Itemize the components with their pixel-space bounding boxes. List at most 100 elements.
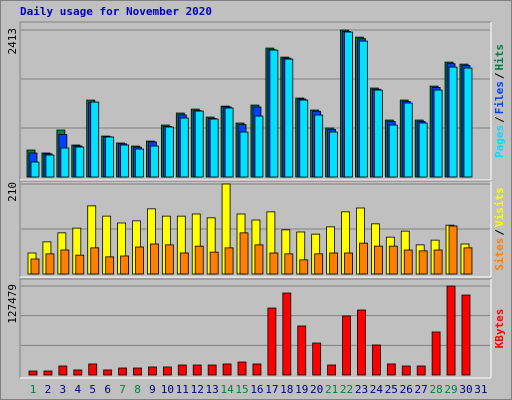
bar	[118, 367, 127, 376]
bar	[314, 114, 324, 178]
legend-entry: Sites	[493, 238, 506, 271]
bar	[269, 252, 279, 275]
bar	[45, 154, 55, 178]
legend: KBytes	[493, 309, 506, 349]
bar	[150, 145, 159, 178]
bar	[224, 107, 234, 178]
bar	[461, 294, 471, 376]
bar	[359, 40, 368, 178]
bar	[192, 364, 202, 376]
bar	[60, 249, 70, 275]
y-tick-label: 127479	[6, 284, 19, 324]
bar	[88, 363, 98, 376]
x-tick-label: 11	[176, 383, 189, 396]
x-tick-label: 2	[45, 383, 52, 396]
bar	[75, 254, 85, 275]
bar	[103, 369, 113, 376]
bar	[388, 124, 398, 178]
bar	[120, 255, 129, 275]
bar	[371, 344, 381, 376]
bar	[403, 102, 413, 178]
bar	[418, 250, 428, 275]
legend-entry: Visits	[493, 187, 506, 227]
bar	[224, 247, 234, 275]
bar	[73, 369, 83, 376]
x-tick-label: 26	[400, 383, 413, 396]
x-tick-label: 1	[30, 383, 37, 396]
bar	[329, 252, 339, 275]
bar	[386, 363, 396, 376]
bar	[433, 249, 443, 275]
x-tick-label: 31	[474, 383, 487, 396]
legend-entry: Hits	[493, 44, 506, 71]
bar	[90, 247, 100, 275]
bar	[267, 307, 277, 376]
bar	[401, 365, 411, 376]
bar	[344, 31, 353, 178]
bar	[284, 58, 294, 178]
bar	[463, 67, 473, 178]
bar	[164, 126, 174, 178]
bar	[403, 249, 413, 275]
bar	[446, 285, 456, 376]
bar	[357, 309, 366, 376]
bar	[329, 131, 339, 178]
bar	[344, 252, 353, 275]
bar	[269, 49, 279, 178]
bar	[327, 364, 337, 376]
bar	[312, 342, 322, 376]
x-tick-label: 8	[134, 383, 141, 396]
x-tick-label: 22	[340, 383, 353, 396]
x-tick-label: 17	[265, 383, 278, 396]
legend-entry: Files	[493, 81, 506, 114]
x-tick-label: 3	[60, 383, 67, 396]
bar	[133, 367, 142, 376]
bar	[373, 245, 383, 275]
bar	[179, 252, 189, 275]
bar	[416, 365, 426, 376]
bar	[359, 242, 368, 275]
chart-title: Daily usage for November 2020	[20, 5, 212, 18]
x-tick-label: 4	[74, 383, 81, 396]
bar	[314, 253, 324, 275]
bar	[282, 292, 292, 376]
x-tick-label: 23	[355, 383, 368, 396]
bar	[30, 258, 40, 275]
bar	[299, 99, 309, 178]
x-tick-label: 18	[280, 383, 293, 396]
bar	[431, 331, 441, 376]
bar	[148, 366, 157, 376]
bar	[373, 89, 383, 178]
legend: Sites / Visits	[493, 187, 506, 271]
bar	[135, 148, 144, 178]
x-tick-label: 30	[459, 383, 472, 396]
x-tick-label: 12	[191, 383, 204, 396]
bar	[463, 247, 473, 275]
x-tick-label: 16	[250, 383, 263, 396]
bar	[194, 245, 204, 275]
y-tick-label: 2413	[6, 28, 19, 55]
bar	[58, 365, 68, 376]
x-tick-label: 24	[370, 383, 384, 396]
bar	[90, 101, 100, 178]
y-tick-label: 210	[6, 182, 19, 202]
x-tick-label: 9	[149, 383, 156, 396]
bar	[418, 122, 428, 178]
bar	[222, 363, 232, 376]
bar	[150, 243, 159, 275]
bar	[207, 364, 217, 376]
x-tick-label: 21	[325, 383, 338, 396]
bar	[237, 361, 247, 376]
bar	[239, 131, 249, 178]
x-tick-label: 6	[104, 383, 111, 396]
x-tick-label: 15	[235, 383, 248, 396]
bar	[209, 251, 219, 275]
bar	[342, 315, 351, 376]
legend-entry: Pages	[493, 125, 506, 158]
bar	[45, 253, 55, 275]
legend: Pages/Files/Hits	[493, 44, 506, 158]
bar	[75, 146, 85, 178]
legend-entry: KBytes	[493, 309, 506, 349]
